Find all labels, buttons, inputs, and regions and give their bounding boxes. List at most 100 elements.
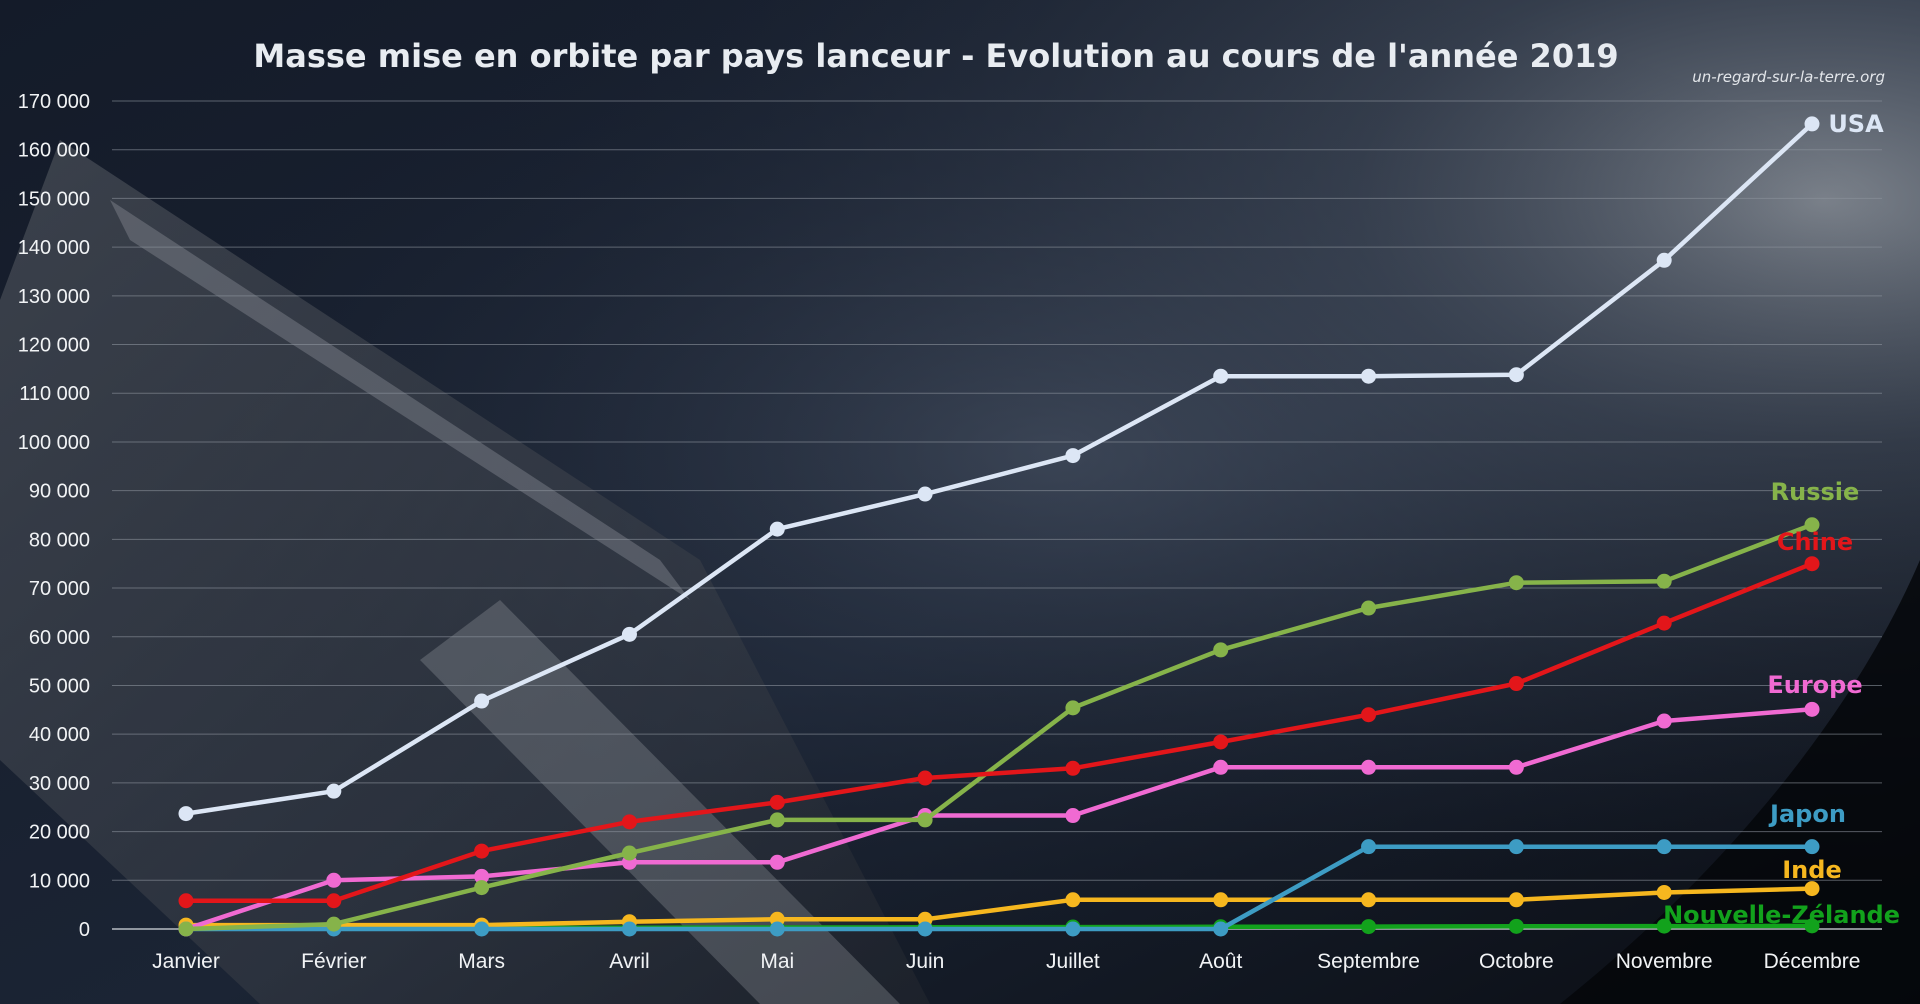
series-label: Japon xyxy=(1768,800,1846,828)
data-point xyxy=(1065,808,1081,824)
x-tick-label: Novembre xyxy=(1616,950,1713,973)
data-point xyxy=(1656,573,1672,589)
data-point xyxy=(1361,839,1377,855)
series-label: Europe xyxy=(1767,671,1862,699)
data-point xyxy=(1804,918,1820,934)
data-point xyxy=(1656,615,1672,631)
series-label: Russie xyxy=(1771,478,1860,506)
y-tick-label: 160 000 xyxy=(18,140,90,162)
data-point xyxy=(917,486,933,502)
series-usa xyxy=(178,116,1820,822)
data-point xyxy=(1213,921,1229,937)
x-tick-label: Janvier xyxy=(152,950,220,973)
data-point xyxy=(1804,556,1820,572)
data-point xyxy=(1213,734,1229,750)
data-point xyxy=(621,845,637,861)
data-point xyxy=(474,843,490,859)
data-point xyxy=(326,783,342,799)
data-point xyxy=(769,794,785,810)
data-point xyxy=(1065,700,1081,716)
x-tick-label: Octobre xyxy=(1479,950,1554,973)
series-label: Inde xyxy=(1782,856,1841,884)
y-tick-label: 70 000 xyxy=(29,578,90,600)
data-point xyxy=(1361,368,1377,384)
data-point xyxy=(917,770,933,786)
series-label: USA xyxy=(1828,110,1884,138)
data-point xyxy=(1656,252,1672,268)
data-point xyxy=(769,854,785,870)
data-point xyxy=(917,812,933,828)
data-point xyxy=(1656,839,1672,855)
series-label: Chine xyxy=(1777,528,1853,556)
series-lines xyxy=(178,116,1820,937)
y-tick-label: 30 000 xyxy=(29,773,90,795)
data-point xyxy=(1656,713,1672,729)
data-point xyxy=(1361,707,1377,723)
data-point xyxy=(621,921,637,937)
y-tick-label: 110 000 xyxy=(19,383,90,405)
data-point xyxy=(1361,759,1377,775)
data-point xyxy=(1804,116,1820,132)
y-axis-tick-labels: 0 10 000 20 000 30 000 40 000 50 000 60 000 70 … xyxy=(18,91,90,941)
x-tick-label: Mai xyxy=(760,950,794,973)
data-point xyxy=(621,626,637,642)
series-line xyxy=(183,121,1815,816)
data-point xyxy=(474,693,490,709)
y-tick-label: 50 000 xyxy=(29,675,90,697)
y-tick-label: 120 000 xyxy=(18,335,90,357)
series-chine xyxy=(178,556,1820,909)
data-point xyxy=(1213,759,1229,775)
data-point xyxy=(1508,676,1524,692)
data-point xyxy=(1656,918,1672,934)
data-point xyxy=(1361,600,1377,616)
source-credit: un-regard-sur-la-terre.org xyxy=(1692,68,1885,86)
data-point xyxy=(769,921,785,937)
gridlines xyxy=(112,100,1882,930)
data-point xyxy=(1508,918,1524,934)
series-line xyxy=(183,886,1815,928)
series-line xyxy=(183,561,1815,904)
series-europe xyxy=(178,701,1820,937)
x-axis-tick-labels: Janvier Février Mars Avril Mai Juin Juillet Aoû… xyxy=(152,950,1860,973)
x-tick-label: Avril xyxy=(609,950,649,973)
y-tick-label: 80 000 xyxy=(29,529,90,551)
data-point xyxy=(1656,884,1672,900)
data-point xyxy=(769,521,785,537)
data-point xyxy=(1361,919,1377,935)
data-point xyxy=(474,880,490,896)
y-tick-label: 150 000 xyxy=(18,188,90,210)
y-tick-label: 140 000 xyxy=(18,237,90,259)
data-point xyxy=(178,806,194,822)
data-point xyxy=(1508,367,1524,383)
data-point xyxy=(1213,368,1229,384)
data-point xyxy=(1508,839,1524,855)
x-tick-label: Septembre xyxy=(1317,950,1420,973)
series-japon xyxy=(178,839,1820,937)
data-point xyxy=(1065,448,1081,464)
series-line xyxy=(183,844,1815,932)
series-labels: Nouvelle-Zélande Inde Japon Europe Russie Chi… xyxy=(1663,110,1900,929)
data-point xyxy=(1804,881,1820,897)
data-point xyxy=(326,893,342,909)
series-line xyxy=(183,522,1815,932)
data-point xyxy=(769,812,785,828)
series-label: Nouvelle-Zélande xyxy=(1663,901,1900,929)
data-point xyxy=(326,872,342,888)
y-tick-label: 170 000 xyxy=(18,91,90,113)
data-point xyxy=(1213,642,1229,658)
x-tick-label: Février xyxy=(301,950,366,973)
x-tick-label: Décembre xyxy=(1764,950,1861,973)
x-tick-label: Juin xyxy=(906,950,945,973)
series-russie xyxy=(178,517,1820,937)
x-tick-label: Juillet xyxy=(1046,950,1100,973)
y-tick-label: 20 000 xyxy=(29,822,90,844)
y-tick-label: 100 000 xyxy=(18,432,90,454)
data-point xyxy=(178,921,194,937)
data-point xyxy=(326,916,342,932)
data-point xyxy=(1065,921,1081,937)
data-point xyxy=(1213,892,1229,908)
data-point xyxy=(1065,892,1081,908)
